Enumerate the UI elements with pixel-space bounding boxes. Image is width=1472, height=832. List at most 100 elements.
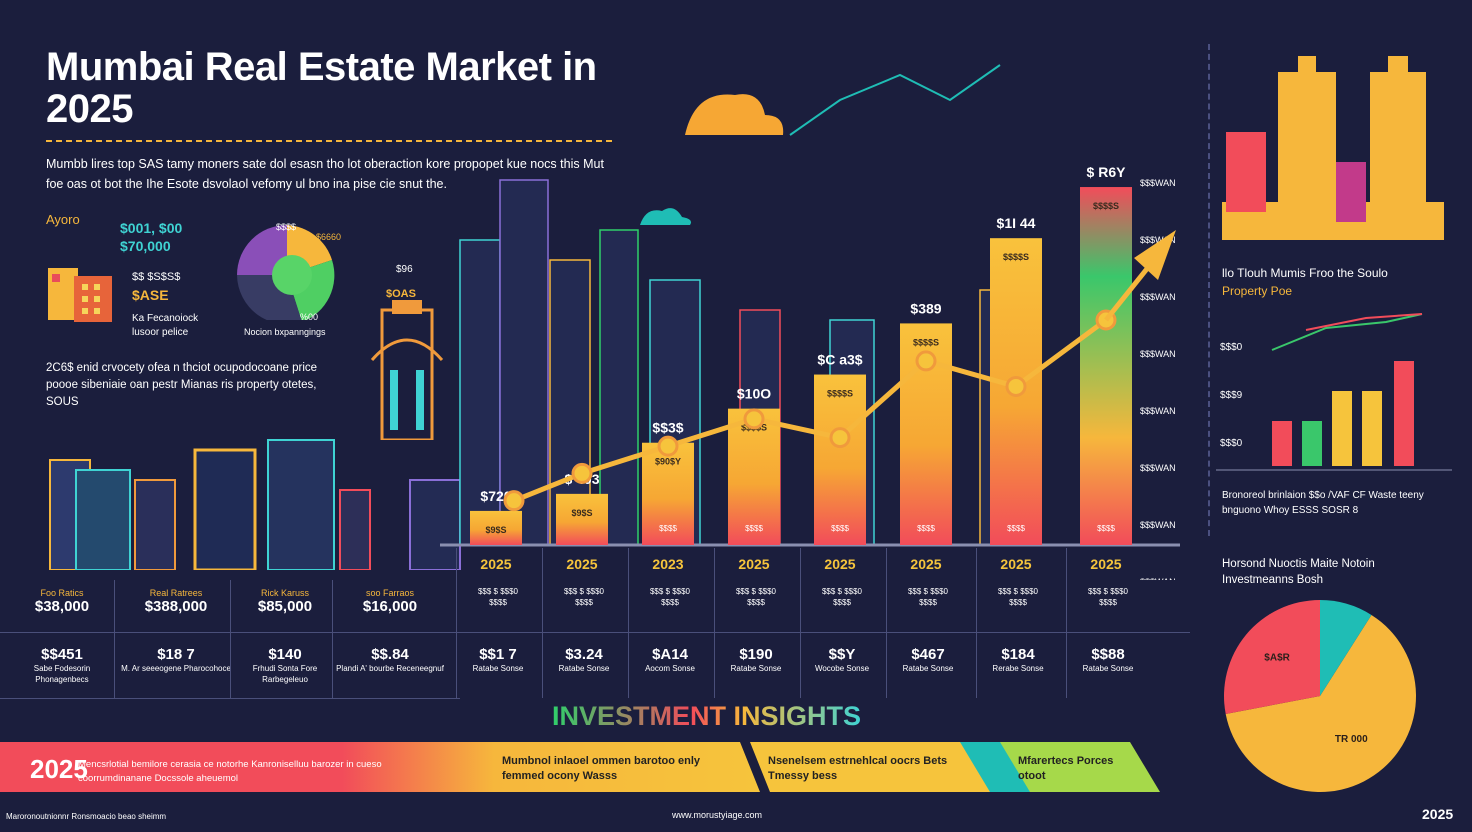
stat-right-value: $A14: [652, 646, 688, 663]
stat-right-cell-2: $467 Ratabe Sonse: [888, 646, 968, 674]
y-tick-label: $$$WAN: [1140, 577, 1176, 580]
stat-right-cell-2: $$Y Wocobe Sonse: [802, 646, 882, 674]
pie-slice: [1320, 600, 1372, 696]
stat-note-2: Sabe Fodesorin Phonagenbecs: [33, 664, 91, 684]
stat-left-cell-2: $140 Frhudi Sonta Fore Rarbegeleuo: [234, 646, 336, 685]
tower-label: $OAS: [386, 288, 416, 300]
stat-col-divider: [332, 580, 333, 698]
y-tick-label: $$$WAN: [1140, 292, 1176, 302]
category-label: 2023: [652, 556, 683, 572]
y-tick-label: $$$WAN: [1140, 178, 1176, 188]
right-heading-2: Horsond Nuoctis Maite Notoin Investmeann…: [1222, 558, 1375, 586]
insights-title-text: INVESTMENT INSIGHTS: [552, 701, 861, 731]
bar: [814, 374, 866, 545]
stat-right-value: $184: [1001, 646, 1035, 663]
trend-point: [743, 408, 765, 430]
cloud-icon: [640, 208, 691, 225]
trend-arrowhead: [1134, 230, 1176, 280]
category-label: 2025: [1090, 556, 1121, 572]
bar-inner-label: $$$$S: [1093, 201, 1119, 211]
stat-right-head: $$$ $ $$$0: [563, 587, 605, 596]
skyline-building: [459, 239, 501, 546]
trend-arrow-shaft: [1104, 258, 1156, 322]
left-value-b1: $$ $S$S$: [132, 271, 181, 283]
bar-top-label: $$3$: [652, 420, 683, 436]
banner-seg-4: Mfarertecs Porces otoot: [1018, 755, 1114, 782]
y-tick-label: $$$WAN: [1140, 235, 1176, 245]
category-label: 2025: [1000, 556, 1031, 572]
trend-point: [571, 462, 593, 484]
bar: [1080, 187, 1132, 545]
right-mini-bar-chart: $$$0 $$$9 $$$0: [1216, 313, 1452, 471]
y-tick-label: $$$WAN: [1140, 520, 1176, 530]
stat-right-sub: $$$$: [1009, 598, 1027, 607]
pie-slice: [1225, 614, 1416, 792]
bar: [556, 493, 608, 545]
mini-trend-line: [1305, 313, 1423, 331]
stat-right-cell: $$$ $ $$$0 $$$$: [1068, 586, 1148, 608]
city-skyline-left: [49, 439, 461, 570]
stat-col-divider: [230, 580, 231, 698]
stat-right-cell: $$$ $ $$$0 $$$$: [802, 586, 882, 608]
category-label: 2025: [566, 556, 597, 572]
bar-base-label: $$$$: [1097, 524, 1115, 533]
y-tick-label: $$$WAN: [1140, 463, 1176, 473]
right-note: Bronoreol brinlaion $$o /VAF CF Waste te…: [1222, 490, 1424, 516]
stat-note-2: M. Ar seeeogene Pharocohoce: [121, 664, 231, 673]
bar-top-label: $389: [910, 300, 941, 316]
category-label: 2025: [480, 556, 511, 572]
stat-right-sub: $$$$: [489, 598, 507, 607]
stat-value: $38,000: [34, 598, 90, 615]
stat-right-note: Ratabe Sonse: [472, 664, 524, 673]
stat-right-head: $$$ $ $$$0: [649, 587, 691, 596]
stat-col-divider: [800, 548, 801, 698]
banner-year: 2025: [30, 754, 88, 784]
stats-row-divider: [0, 632, 1190, 633]
page-title: Mumbai Real Estate Market in 2025: [46, 45, 597, 131]
footer-year: 2025: [1422, 806, 1454, 822]
stat-right-cell-2: $A14 Aocom Sonse: [630, 646, 710, 674]
stat-right-value: $190: [739, 646, 773, 663]
stat-right-note: Wocobe Sonse: [814, 664, 870, 673]
mini-y-label: $$$9: [1220, 390, 1243, 401]
bar-base-label: $$$$: [659, 524, 677, 533]
bar-inner-label: $$$$S: [913, 337, 939, 347]
footer-url[interactable]: www.morustyiage.com: [672, 810, 763, 820]
stat-right-note: Rerabe Sonse: [992, 664, 1044, 673]
stat-value-2: $140: [268, 646, 302, 663]
stat-right-note: Ratabe Sonse: [1082, 664, 1134, 673]
stat-value-2: $$.84: [371, 646, 409, 663]
pie-slice-label: TR 000: [1335, 734, 1368, 745]
banner-seg-2: Mumbnol inlaoel ommen barotoo enly femme…: [502, 755, 701, 782]
cloud-icon: [685, 94, 784, 135]
stat-right-note: Ratabe Sonse: [730, 664, 782, 673]
stat-right-cell-2: $190 Ratabe Sonse: [716, 646, 796, 674]
stat-right-value: $$88: [1091, 646, 1125, 663]
stat-left-cell: soo Farraos $16,000: [336, 588, 444, 615]
stat-right-note: Ratabe Sonse: [902, 664, 954, 673]
stats-bottom-divider: [0, 698, 460, 699]
footer-left: Maroronoutnionnr Ronsmoacio beao sheimm: [6, 812, 167, 821]
skyline-building: [499, 179, 549, 546]
stat-right-head: $$$ $ $$$0: [1087, 587, 1129, 596]
stat-col-divider: [456, 548, 457, 698]
bar-base-label: $$$$: [1007, 524, 1025, 533]
stat-right-cell: $$$ $ $$$0 $$$$: [544, 586, 624, 608]
skyline-building: [599, 229, 639, 546]
stat-right-head: $$$ $ $$$0: [997, 587, 1039, 596]
mini-bar: [1394, 361, 1414, 466]
secondary-trend-line: [789, 64, 1001, 136]
bar: [470, 510, 522, 545]
left-value-a1: $001, $00: [120, 220, 183, 236]
bar-top-label: $C a3$: [817, 352, 862, 368]
stat-right-sub: $$$$: [833, 598, 851, 607]
mini-pie-top-label: $$$$: [276, 222, 297, 232]
stat-right-sub: $$$$: [575, 598, 593, 607]
stat-right-value: $467: [911, 646, 945, 663]
y-tick-label: $$$WAN: [1140, 406, 1176, 416]
stat-value-2: $18 7: [157, 646, 195, 663]
mini-bar: [1362, 391, 1382, 466]
left-paragraph: 2C6$ enid crvocety ofea n thciot ocupodo…: [46, 362, 318, 408]
trend-point: [503, 490, 525, 512]
tower-top-label: $96: [396, 264, 413, 275]
